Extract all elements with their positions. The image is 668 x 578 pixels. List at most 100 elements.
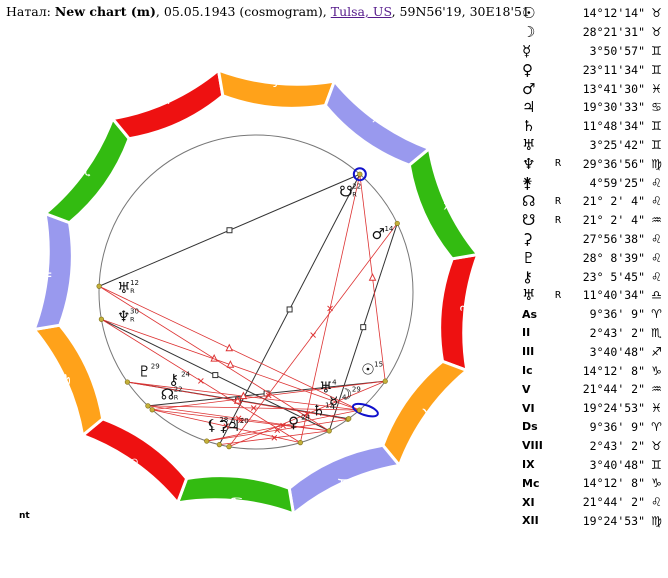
- chiron-icon: ⚷: [168, 370, 179, 388]
- position-row: XII 19°24'53" ♍: [520, 512, 668, 531]
- position-row: ☽ 28°21'31" ♉: [520, 23, 668, 42]
- position-row: ♇ 28° 8'39" ♌: [520, 248, 668, 267]
- chart-header: Натал: New chart (m), 05.05.1943 (cosmog…: [6, 4, 530, 20]
- planet-dot-pluto: [124, 379, 130, 385]
- body-symbol: ⚷: [522, 267, 533, 286]
- planet-dot-jupiter: [226, 444, 232, 450]
- sign-icon: ♌: [651, 231, 662, 246]
- position-row: ☿ 3°50'57" ♊: [520, 42, 668, 61]
- degree-value: 19°30'33": [582, 100, 646, 115]
- pluto-icon: ♇: [138, 363, 151, 381]
- body-symbol: As: [522, 307, 538, 321]
- degree-value: 14°12'14": [582, 6, 646, 21]
- body-symbol: V: [522, 382, 531, 396]
- position-row: ♆ R 29°36'56" ♍: [520, 154, 668, 173]
- libra-icon: ♎: [37, 263, 52, 283]
- chart-type-label: Натал:: [6, 4, 51, 19]
- aquarius-icon: ♒: [371, 110, 386, 130]
- body-symbol: ♄: [522, 117, 536, 136]
- retrograde-flag: [555, 98, 568, 117]
- body-symbol: ♂: [522, 79, 536, 98]
- planet-degree-label: 29: [151, 363, 160, 371]
- retrograde-flag: [555, 380, 568, 399]
- retrograde-flag: [555, 361, 568, 380]
- planet-degree-label: 14: [384, 225, 393, 233]
- degree-value: 29°36'56": [582, 156, 646, 171]
- position-row: Ds 9°36' 9" ♈: [520, 418, 668, 437]
- position-row: ♄ 11°48'34" ♊: [520, 117, 668, 136]
- retrograde-label: R: [174, 393, 179, 401]
- square-aspect-mark: [286, 306, 293, 313]
- retrograde-flag: R: [554, 214, 561, 226]
- degree-value: 11°40'34": [582, 288, 646, 303]
- body-symbol: ☊: [522, 192, 536, 211]
- planet-dot-moon: [356, 407, 363, 413]
- planet-degree-label: 29: [352, 386, 361, 394]
- zodiac-ring: ♈ ♉ ♊ ♋ ♌ ♍ ♎ ♏ ♐ ♑ ♒ ♓: [31, 67, 481, 517]
- planet-degree-label: 15: [374, 361, 383, 369]
- degree-value: 9°36' 9": [589, 307, 646, 322]
- city-link[interactable]: Tulsa, US: [330, 4, 392, 19]
- venus-icon: ♀: [288, 414, 299, 432]
- position-row: III 3°40'48" ♐: [520, 342, 668, 361]
- body-symbol: ☿: [522, 41, 532, 60]
- degree-value: 11°48'34": [582, 119, 646, 134]
- planet-dot-uranus: [346, 416, 352, 422]
- sign-icon: ♐: [651, 344, 662, 359]
- degree-value: 21°44' 2": [582, 495, 646, 510]
- sextile-aspect-mark: [250, 405, 257, 411]
- planet-degree-label: 24: [181, 370, 190, 378]
- body-symbol: ♅: [522, 286, 536, 305]
- retrograde-flag: [555, 173, 568, 192]
- degree-value: 23°11'34": [582, 62, 646, 77]
- planet-dot-ceres: [216, 442, 222, 448]
- planet-degree-label: 4: [332, 378, 337, 386]
- planet-dot-south-node: [357, 171, 363, 177]
- degree-value: 21° 2' 4": [582, 213, 646, 228]
- planet-markers: ☉ 15☽ 29☿ 4♀ 24♂ 14♃ 20♄ 12♅ 4♆ 30R♇ 29☊ 22R☋ 22R⚸ 28…: [96, 171, 400, 450]
- north-node-icon: ☊: [161, 385, 174, 403]
- degree-value: 3°40'48": [589, 344, 646, 359]
- sextile-aspect-mark: [198, 378, 204, 384]
- planet-dot-lilith: [204, 438, 210, 444]
- retrograde-flag: [555, 136, 568, 155]
- mars-icon: ♂: [371, 225, 384, 243]
- body-symbol: ☋: [522, 211, 536, 230]
- south-node-icon: ☋: [339, 183, 352, 201]
- position-row: V 21°44' 2" ♒: [520, 380, 668, 399]
- trine-aspect-mark: [226, 360, 235, 368]
- sign-icon: ♊: [651, 62, 662, 77]
- retrograde-flag: [555, 248, 568, 267]
- body-symbol: XI: [522, 495, 535, 509]
- position-row: ⚷ 23° 5'45" ♌: [520, 267, 668, 286]
- chart-name: New chart (m): [54, 4, 156, 19]
- retrograde-flag: [555, 42, 568, 61]
- planet-dot-uranus-2: [96, 283, 102, 289]
- trine-aspect-mark: [233, 396, 242, 404]
- jupiter-icon: ♃: [227, 417, 240, 435]
- retrograde-flag: [555, 324, 568, 343]
- degree-value: 3°25'42": [589, 137, 646, 152]
- retrograde-flag: [555, 342, 568, 361]
- sign-icon: ♓: [651, 401, 662, 416]
- planet-degree-label: 22: [174, 385, 183, 393]
- retrograde-flag: [555, 23, 568, 42]
- position-row: IX 3°40'48" ♊: [520, 455, 668, 474]
- retrograde-flag: [555, 436, 568, 455]
- retrograde-label: R: [130, 287, 135, 295]
- planet-degree-label: 30: [130, 307, 139, 315]
- position-row: II 2°43' 2" ♏: [520, 324, 668, 343]
- trine-aspect-mark: [368, 273, 377, 281]
- body-symbol: Mc: [522, 476, 540, 490]
- sign-icon: ♏: [651, 325, 662, 340]
- pisces-icon: ♓: [441, 195, 456, 215]
- retrograde-flag: [555, 418, 568, 437]
- body-symbol: Ds: [522, 420, 538, 434]
- position-row: ⚳ 27°56'38" ♌: [520, 230, 668, 249]
- planet-degree-label: 4: [342, 393, 347, 401]
- degree-value: 14°12' 8": [582, 476, 646, 491]
- planet-dot-north-node: [149, 407, 155, 413]
- body-symbol: II: [522, 326, 531, 340]
- retrograde-label: R: [130, 315, 135, 323]
- planet-degree-label: 5: [231, 417, 235, 425]
